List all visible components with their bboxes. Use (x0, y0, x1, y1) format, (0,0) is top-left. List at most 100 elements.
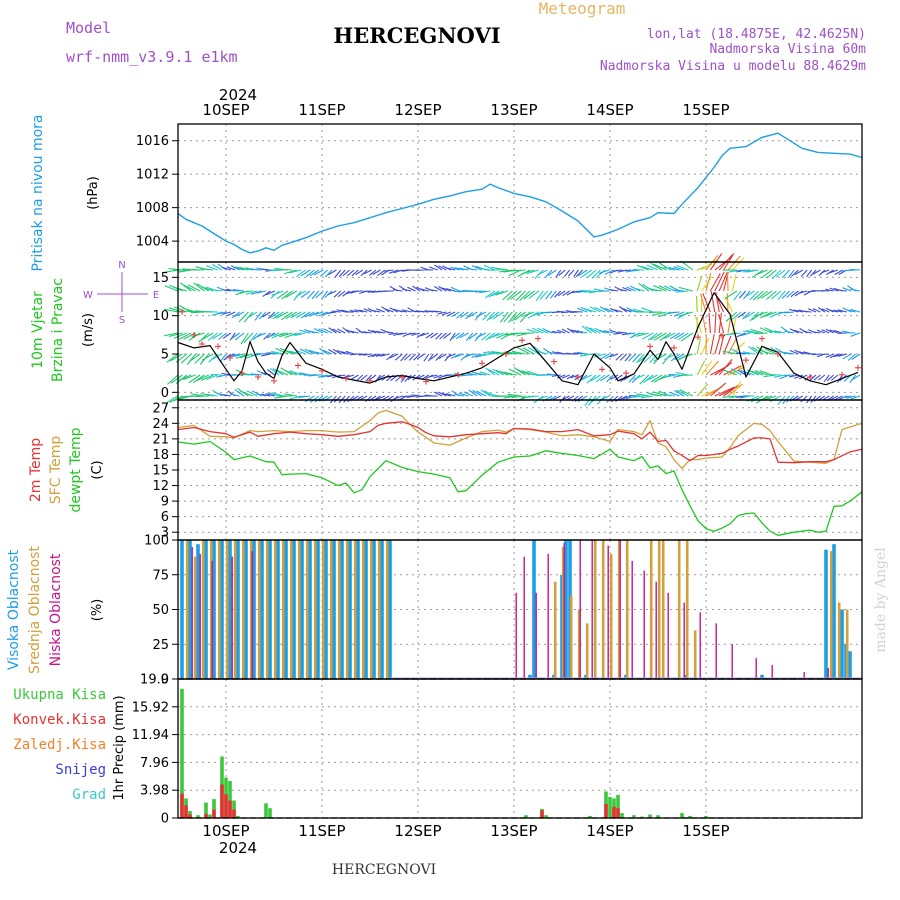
wind-arrow (207, 332, 218, 341)
wind-arrow (168, 332, 183, 338)
wind-arrow (261, 393, 271, 397)
cloud-bar-2-23 (771, 665, 773, 679)
wind-arrow (271, 350, 284, 355)
wind-arrow (659, 332, 672, 341)
wind-arrow (250, 268, 262, 271)
wind-arrow (444, 353, 452, 362)
wind-arrow (327, 290, 337, 296)
cloud-bar-1-29 (577, 609, 581, 679)
wind-arrow (234, 389, 245, 397)
wind-arrow (384, 269, 394, 272)
wind-arrow (581, 269, 592, 278)
wind-gust-marker (551, 358, 557, 365)
wind-arrow (821, 308, 830, 313)
dewpt-temp-line (177, 440, 863, 536)
cloud-bar-1-35 (625, 540, 629, 679)
wind-arrow (243, 332, 254, 344)
wind-arrow (842, 353, 852, 360)
wind-arrow (733, 290, 742, 301)
wind-arrow (731, 274, 737, 292)
wind-arrow (475, 372, 487, 376)
cloud-bar-2-5 (515, 592, 517, 679)
wind-arrow (468, 389, 478, 397)
wind-arrow (632, 353, 641, 363)
wind-arrow (609, 353, 619, 358)
wind-compass: N S W E (83, 260, 159, 326)
wind-arrow (599, 353, 610, 360)
wind-arrow (675, 371, 689, 376)
wind-arrow (751, 311, 764, 321)
wind-arrow (537, 269, 548, 276)
wind-arrow (789, 349, 799, 355)
wind-arrow (262, 290, 271, 297)
wind-gust-marker (855, 364, 861, 371)
wind-arrow (759, 327, 773, 334)
wind-arrow (308, 330, 319, 334)
wind-arrow (193, 282, 205, 292)
temp-2m-line (177, 421, 863, 464)
wind-arrow (201, 332, 214, 341)
wind-arrow (246, 390, 258, 397)
pressure-unit: (hPa) (86, 176, 101, 210)
wind-arrow (742, 351, 755, 355)
compass-e: E (153, 290, 159, 301)
ytick-label-temp-1: 24 (152, 417, 169, 432)
wind-arrow (591, 269, 601, 279)
wind-arrow (275, 369, 289, 376)
wind-arrow (837, 353, 847, 357)
cloud-bar-0-11 (268, 540, 272, 679)
wind-arrow (300, 269, 311, 277)
wind-arrow (696, 338, 701, 355)
wind-arrow (521, 311, 535, 318)
cloud-bar-1-11 (273, 540, 277, 679)
wind-arrow (847, 353, 856, 361)
ytick-label-precip-3: 7.96 (140, 756, 169, 771)
wind-arrow (642, 374, 654, 384)
wind-arrow (289, 332, 302, 337)
wind-arrow (577, 307, 588, 313)
wind-arrow (566, 374, 575, 380)
wind-arrow (416, 353, 425, 360)
precip-bar-1-3 (204, 813, 208, 818)
wind-arrow (803, 330, 812, 334)
wind-arrow (476, 390, 487, 397)
cloud-bar-0-4 (212, 540, 216, 679)
wind-arrow (384, 331, 394, 334)
wind-arrow (256, 393, 267, 397)
wind-arrow (386, 353, 394, 361)
wind-arrow (744, 290, 755, 298)
pressure-line (177, 132, 863, 254)
wind-arrow (658, 285, 672, 292)
wind-gust-marker (423, 378, 429, 385)
wind-gust-marker (239, 370, 245, 377)
wind-arrow (226, 311, 236, 317)
wind-arrow (268, 392, 280, 397)
cloud-label-2: Srednja Oblacnost (27, 546, 43, 674)
cloud-bar-2-25 (827, 667, 829, 679)
wind-arrow (246, 311, 258, 319)
wind-arrow (168, 307, 183, 313)
date-top-1: 11SEP (298, 101, 345, 119)
wind-arrow (434, 286, 443, 292)
wind-arrow (332, 328, 342, 334)
wind-arrow (773, 330, 786, 334)
wind-arrow (622, 307, 632, 313)
precip-bar-0-25 (648, 814, 652, 818)
wind-gust-marker (839, 371, 845, 378)
precip-legend-konvek: Konvek.Kisa (13, 712, 106, 728)
cloud-bar-2-22 (755, 658, 757, 679)
wind-gust-marker (743, 357, 749, 364)
cloud-bar-0-1 (188, 540, 192, 679)
wind-arrow (798, 290, 808, 294)
wind-arrow (263, 332, 271, 340)
wind-arrow (611, 395, 619, 403)
wind-arrow (363, 269, 372, 275)
cloud-unit: (%) (90, 599, 105, 622)
wind-arrow (519, 290, 531, 302)
wind-arrow (834, 269, 843, 276)
cloud-bar-1-5 (225, 540, 229, 679)
wind-arrow (285, 311, 298, 320)
wind-arrow (837, 289, 847, 292)
wind-arrow (420, 288, 429, 292)
wind-gust-marker (227, 354, 233, 361)
